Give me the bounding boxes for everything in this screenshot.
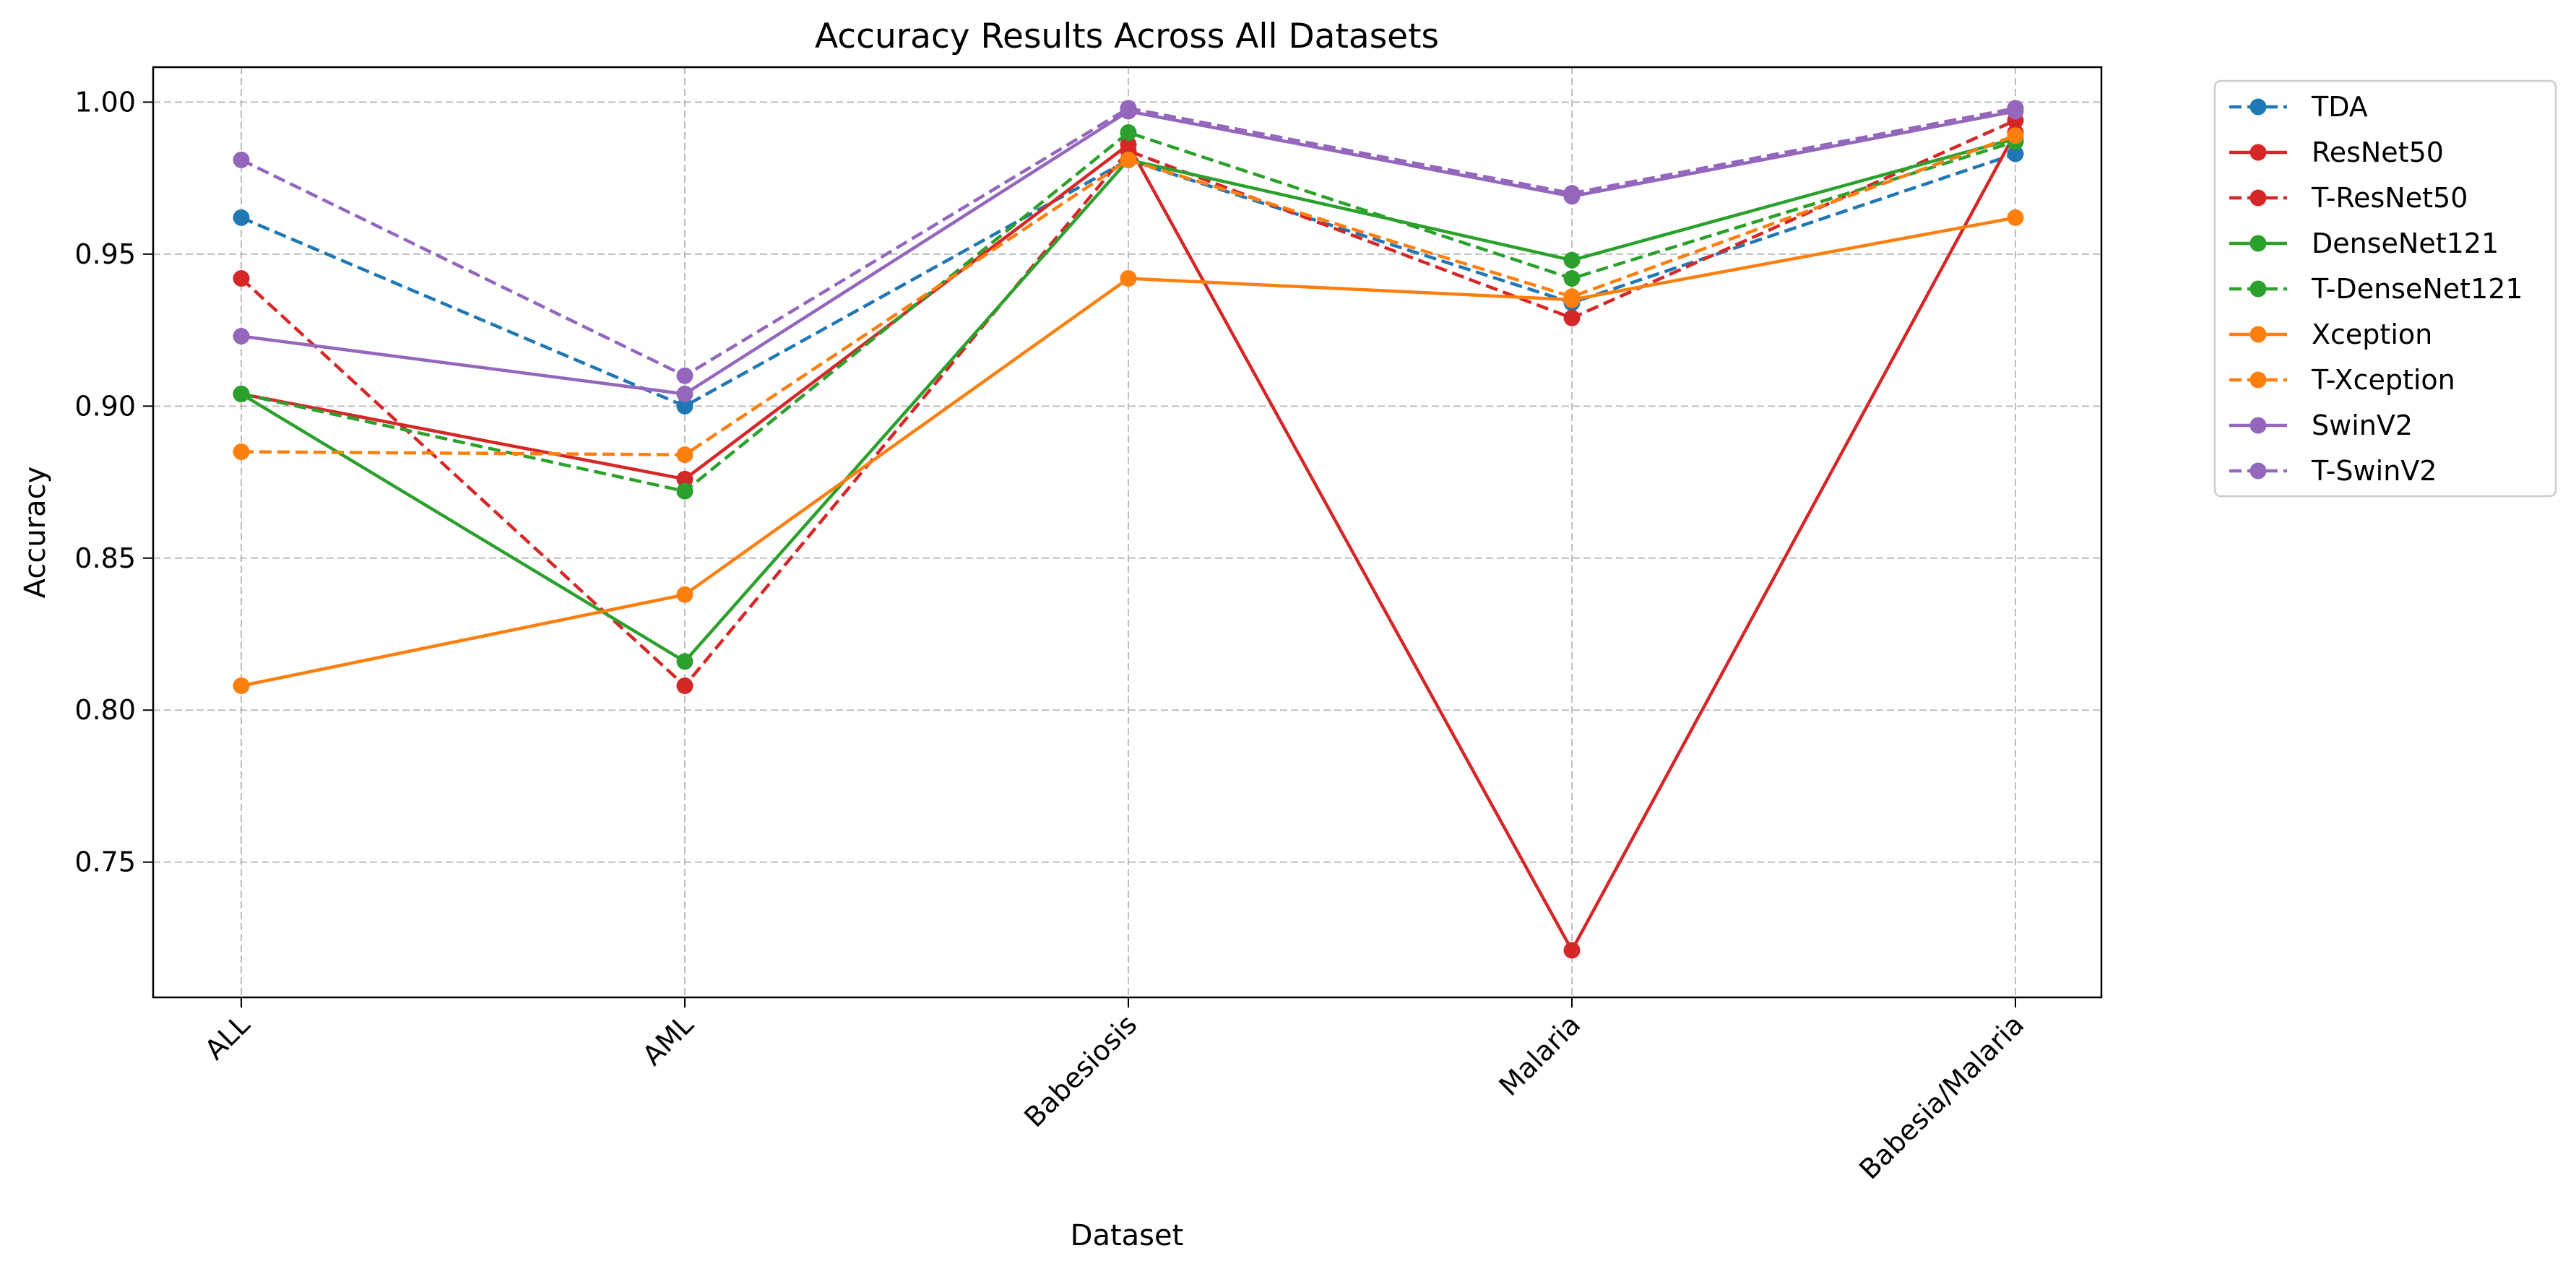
legend-entry-densenet121: DenseNet121 [2229, 228, 2499, 259]
legend-marker [2249, 98, 2267, 116]
data-point-densenet121 [1563, 251, 1581, 269]
data-point-xception [233, 677, 250, 695]
series-line-t-resnet50 [240, 118, 2016, 688]
data-point-t-xception [233, 443, 250, 460]
legend-frame [2213, 79, 2557, 498]
legend-entry-t-densenet121: T-DenseNet121 [2229, 273, 2523, 305]
plot-frame [152, 66, 2103, 999]
legend-marker [2249, 189, 2267, 207]
series-t-xception [233, 127, 2024, 464]
legend-marker [2249, 280, 2267, 298]
data-point-tda [2007, 145, 2024, 162]
series-line-t-swinv2 [241, 106, 2016, 378]
y-tick-label: 1.00 [74, 86, 136, 118]
legend-entry-resnet50: ResNet50 [2229, 136, 2444, 168]
legend-label: T-SwinV2 [2311, 455, 2437, 487]
y-tick-label: 0.90 [74, 390, 136, 422]
legend-label: T-DenseNet121 [2311, 273, 2523, 305]
data-point-t-densenet121 [676, 482, 693, 500]
data-point-t-swinv2 [2007, 100, 2024, 117]
data-point-xception [2007, 209, 2024, 226]
y-tick-label: 0.80 [74, 694, 136, 726]
legend-entry-xception: Xception [2229, 318, 2432, 350]
legend-marker [2249, 371, 2267, 389]
data-point-t-resnet50 [233, 270, 250, 287]
legend-marker [2249, 235, 2267, 252]
data-point-t-swinv2 [676, 367, 693, 384]
chart-title: Accuracy Results Across All Datasets [815, 17, 1439, 56]
data-point-t-resnet50 [676, 677, 693, 695]
legend-label: TDA [2311, 91, 2368, 123]
legend-entry-swinv2: SwinV2 [2229, 410, 2413, 441]
series-line-t-densenet121 [241, 131, 2016, 493]
data-point-densenet121 [676, 653, 693, 670]
data-point-t-xception [2007, 127, 2024, 144]
series-layer [233, 100, 2024, 959]
data-point-t-xception [676, 446, 693, 464]
legend-label: T-Xception [2311, 364, 2455, 396]
legend-entry-t-swinv2: T-SwinV2 [2229, 455, 2437, 487]
y-tick-label: 0.95 [74, 238, 136, 270]
legend-label: T-ResNet50 [2311, 182, 2468, 214]
data-point-t-densenet121 [1563, 270, 1581, 287]
data-point-t-densenet121 [1120, 124, 1137, 141]
legend-entry-t-resnet50: T-ResNet50 [2229, 182, 2468, 214]
legend-label: Xception [2312, 318, 2432, 350]
data-point-xception [1120, 270, 1137, 287]
data-point-swinv2 [233, 328, 250, 345]
data-point-resnet50 [1563, 942, 1581, 959]
data-point-t-swinv2 [1563, 185, 1581, 202]
legend-marker [2249, 462, 2267, 480]
legend-marker [2249, 326, 2267, 343]
data-point-t-xception [1563, 288, 1581, 306]
legend-label: SwinV2 [2312, 410, 2413, 441]
data-point-resnet50 [676, 470, 693, 488]
series-t-swinv2 [233, 100, 2024, 384]
legend-entry-t-xception: T-Xception [2229, 364, 2455, 396]
data-point-xception [676, 586, 693, 603]
data-point-t-resnet50 [1563, 309, 1581, 326]
data-point-t-densenet121 [233, 385, 250, 402]
legend-marker [2249, 417, 2267, 434]
y-tick-label: 0.75 [74, 846, 136, 878]
data-point-tda [233, 209, 250, 226]
legend: TDA ResNet50 T-ResNet50 DenseNet121 T-DenseN… [2213, 79, 2557, 498]
data-point-swinv2 [676, 385, 693, 402]
legend-entry-tda: TDA [2229, 91, 2368, 123]
data-point-tda [676, 397, 693, 415]
legend-label: ResNet50 [2312, 136, 2444, 168]
y-axis-title: Accuracy [19, 467, 52, 599]
y-tick-label: 0.85 [74, 542, 136, 574]
x-axis-title: Dataset [1071, 1219, 1184, 1252]
data-point-t-swinv2 [1120, 100, 1137, 117]
data-point-t-swinv2 [233, 151, 250, 168]
legend-label: DenseNet121 [2312, 228, 2499, 259]
data-point-t-xception [1120, 151, 1137, 168]
legend-marker [2249, 144, 2267, 161]
